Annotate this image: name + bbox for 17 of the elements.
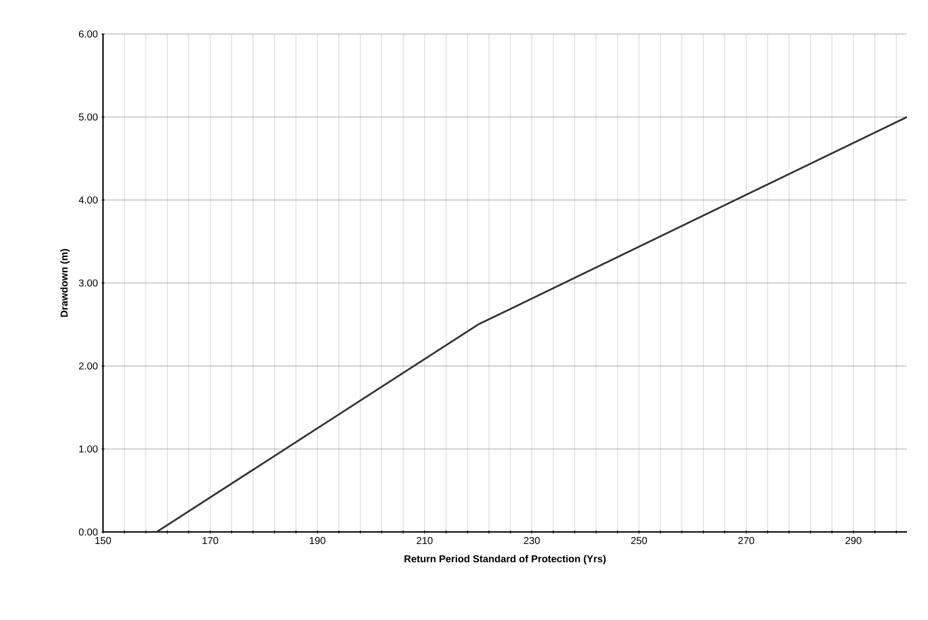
y-tick-label: 5.00: [78, 113, 98, 121]
x-axis-title: Return Period Standard of Protection (Yrs): [404, 554, 606, 564]
y-tick-label: 3.00: [78, 279, 98, 287]
y-axis-title: Drawdown (m): [60, 249, 70, 317]
x-tick-label: 270: [738, 537, 754, 544]
x-tick-label: 170: [202, 537, 218, 544]
y-tick-label: 4.00: [78, 196, 98, 204]
y-tick-label: 6.00: [79, 30, 98, 38]
x-tick-label: 250: [631, 537, 647, 544]
x-tick-label: 290: [846, 537, 862, 544]
x-tick-label: 150: [95, 537, 111, 544]
y-tick-label: 2.00: [79, 362, 98, 370]
x-tick-label: 190: [310, 537, 326, 544]
y-tick-label: 1.00: [79, 445, 98, 453]
x-tick-label: 210: [416, 537, 433, 544]
x-tick-label: 230: [524, 537, 540, 544]
y-tick-label: 0.00: [78, 528, 98, 536]
